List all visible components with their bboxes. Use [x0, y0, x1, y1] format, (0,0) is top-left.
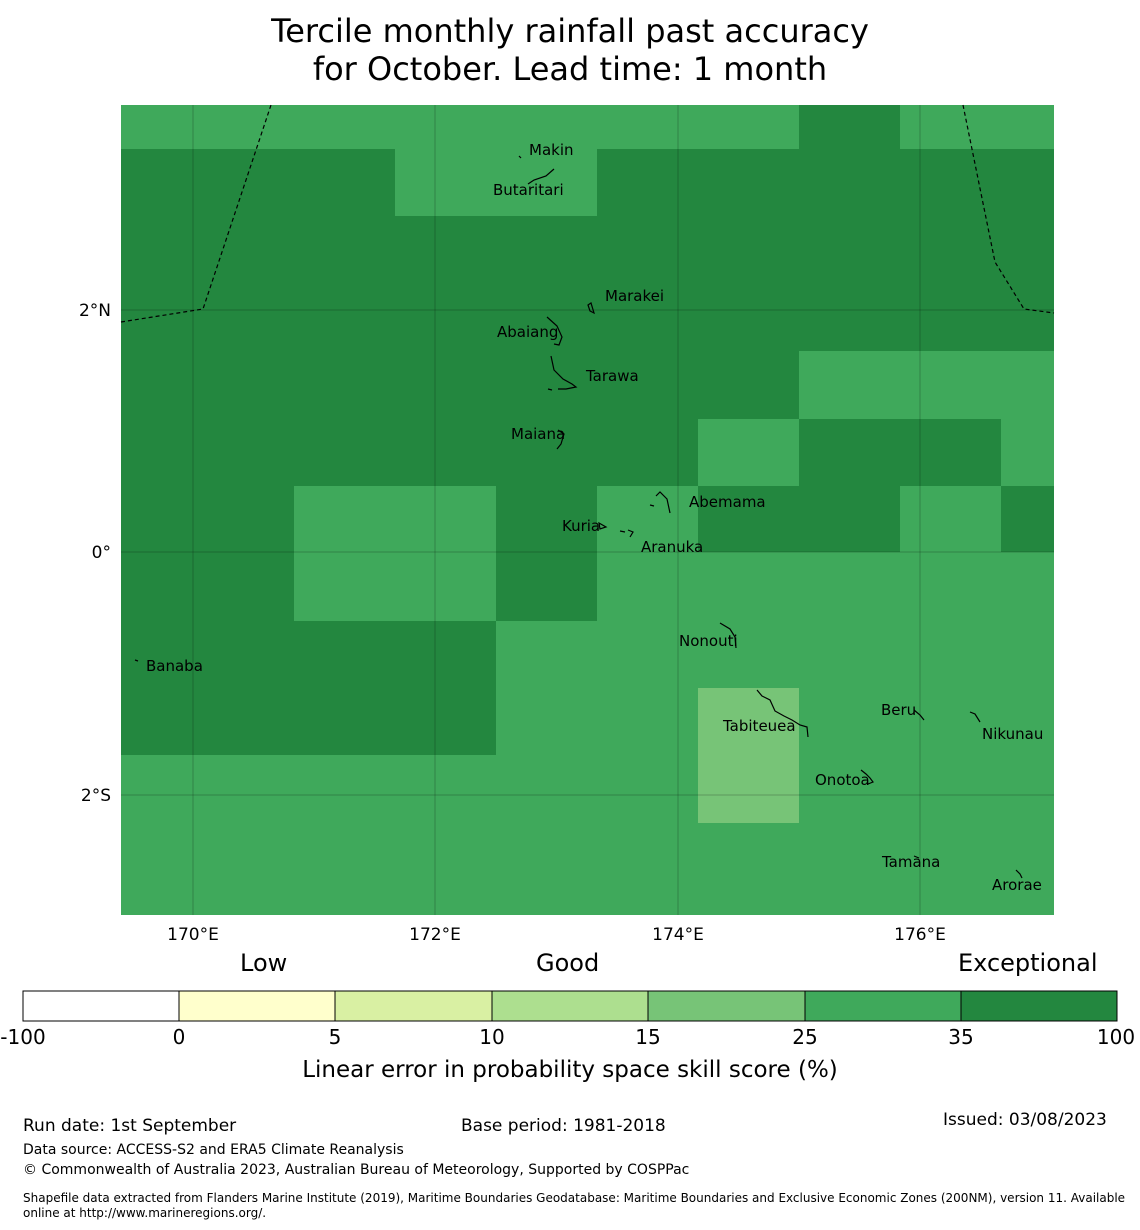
- base-period: Base period: 1981-2018: [461, 1116, 666, 1136]
- colorbar-tick-label: 15: [635, 1025, 660, 1049]
- island-outline: [649, 504, 655, 507]
- lon-tick-label: 172°E: [409, 925, 461, 945]
- cell-exceptional: [121, 621, 496, 755]
- label-onotoa: Onotoa: [815, 771, 870, 789]
- cell-exceptional: [1001, 486, 1054, 552]
- issued-date: Issued: 03/08/2023: [943, 1110, 1107, 1130]
- label-arorae: Arorae: [992, 876, 1042, 894]
- label-nonouti: Nonouti: [679, 632, 738, 650]
- eez-boundary-east: [962, 104, 1055, 314]
- island-outlines: [134, 155, 1023, 879]
- cell-exceptional: [597, 351, 799, 419]
- label-butaritari: Butaritari: [493, 181, 564, 199]
- skill-map: Makin Butaritari Marakei Abaiang Tarawa …: [0, 104, 1135, 1083]
- label-nikunau: Nikunau: [982, 725, 1043, 743]
- copyright: © Commonwealth of Australia 2023, Austra…: [23, 1162, 690, 1178]
- colorbar-segment: [492, 991, 648, 1021]
- cell-exceptional: [121, 486, 294, 621]
- colorbar: -100 0 5 10 15 25 35 100 Linear error in…: [0, 990, 1135, 1083]
- island-outline: [527, 168, 555, 185]
- colorbar-tick-label: 5: [329, 1025, 342, 1049]
- island-outline: [134, 659, 139, 662]
- island-outline: [719, 622, 737, 649]
- label-marakei: Marakei: [605, 287, 664, 305]
- label-maiana: Maiana: [511, 425, 565, 443]
- label-makin: Makin: [529, 141, 574, 159]
- cell-exceptional: [597, 419, 698, 486]
- lat-tick-label: 2°N: [79, 301, 111, 321]
- colorbar-tick-label: 10: [479, 1025, 504, 1049]
- chart-title-line-1: Tercile monthly rainfall past accuracy: [271, 12, 869, 50]
- shapefile-credit: Shapefile data extracted from Flanders M…: [23, 1191, 1126, 1220]
- cell-exceptional: [496, 486, 597, 621]
- cell-good: [698, 688, 799, 823]
- axis-tick-labels: 170°E 172°E 174°E 176°E 2°N 0° 2°S: [79, 301, 946, 945]
- island-outline: [756, 689, 809, 738]
- colorbar-tick-label: 25: [792, 1025, 817, 1049]
- label-aranuka: Aranuka: [641, 538, 703, 556]
- island-outline: [546, 316, 563, 346]
- run-date: Run date: 1st September: [23, 1116, 237, 1136]
- colorbar-tick-label: -100: [0, 1025, 45, 1049]
- lon-tick-label: 176°E: [894, 925, 946, 945]
- label-abemama: Abemama: [689, 493, 766, 511]
- island-outline: [913, 709, 925, 721]
- colorbar-tick-label: 100: [1097, 1025, 1135, 1049]
- colorbar-tick-label: 0: [173, 1025, 186, 1049]
- island-outline: [556, 429, 565, 450]
- gridlines: [121, 105, 1054, 915]
- cell-exceptional: [799, 419, 1001, 486]
- island-outline: [655, 491, 671, 514]
- data-source: Data source: ACCESS-S2 and ERA5 Climate …: [23, 1142, 404, 1158]
- eez-boundaries: [120, 104, 1055, 323]
- legend-category-low: Low: [240, 949, 288, 977]
- colorbar-segment: [648, 991, 805, 1021]
- cell-exceptional: [395, 216, 597, 486]
- island-outline: [619, 530, 626, 533]
- island-outline: [1015, 869, 1023, 879]
- label-banaba: Banaba: [146, 657, 203, 675]
- colorbar-frame: [22, 990, 1118, 1022]
- island-outline: [969, 711, 981, 723]
- island-outline: [860, 769, 874, 785]
- colorbar-tick-label: 35: [948, 1025, 973, 1049]
- colorbar-segment: [805, 991, 961, 1021]
- lat-tick-label: 0°: [92, 543, 111, 563]
- lon-tick-label: 174°E: [652, 925, 704, 945]
- colorbar-segment: [961, 991, 1117, 1021]
- island-outline: [550, 355, 578, 390]
- island-outline: [518, 155, 522, 159]
- skill-cells: [121, 105, 1054, 823]
- eez-boundary-west: [120, 104, 272, 323]
- legend-category-good: Good: [536, 949, 600, 977]
- label-tarawa: Tarawa: [585, 367, 639, 385]
- colorbar-segment: [179, 991, 335, 1021]
- label-tabiteuea: Tabiteuea: [722, 717, 796, 735]
- island-outline: [627, 529, 634, 538]
- label-beru: Beru: [881, 701, 916, 719]
- lat-tick-label: 2°S: [81, 786, 111, 806]
- label-abaiang: Abaiang: [497, 323, 558, 341]
- island-labels: Makin Butaritari Marakei Abaiang Tarawa …: [146, 141, 1043, 894]
- chart-title-line-2: for October. Lead time: 1 month: [312, 50, 828, 88]
- legend-category-exceptional: Exceptional: [958, 949, 1098, 977]
- colorbar-segment: [23, 991, 179, 1021]
- lon-tick-label: 170°E: [167, 925, 219, 945]
- cell-exceptional: [698, 486, 900, 552]
- island-outline: [587, 302, 595, 315]
- colorbar-segment: [335, 991, 492, 1021]
- cell-exceptional: [121, 149, 395, 486]
- island-outline: [547, 388, 553, 391]
- label-tamana: Tamana: [881, 853, 940, 871]
- label-kuria: Kuria: [562, 517, 600, 535]
- cell-exceptional: [799, 105, 900, 149]
- island-outline: [598, 521, 608, 530]
- colorbar-label: Linear error in probability space skill …: [302, 1057, 838, 1083]
- cell-exceptional: [597, 149, 1054, 351]
- island-outline: [913, 855, 920, 859]
